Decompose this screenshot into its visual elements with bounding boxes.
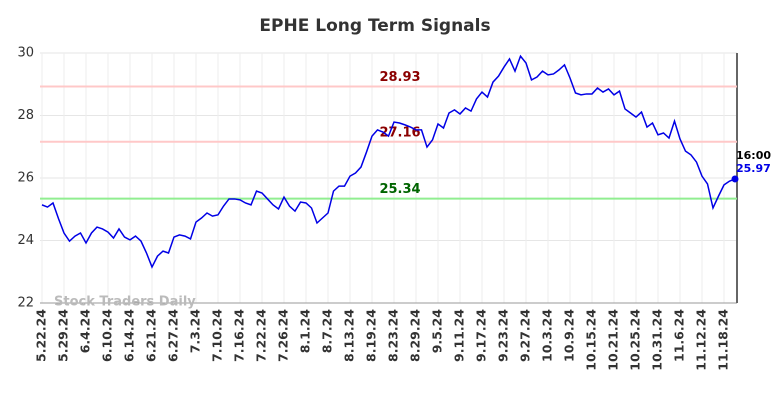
x-tick-label: 8.19.24 xyxy=(364,309,379,362)
x-tick-label: 10.31.24 xyxy=(650,309,665,371)
reference-label: 27.16 xyxy=(379,125,420,140)
time-label: 16:00 xyxy=(736,149,771,162)
last-point xyxy=(731,175,739,183)
y-tick-label: 28 xyxy=(17,108,34,123)
x-tick-label: 6.27.24 xyxy=(166,309,181,362)
x-tick-label: 8.29.24 xyxy=(408,309,423,362)
y-tick-label: 24 xyxy=(17,233,34,248)
x-tick-label: 6.21.24 xyxy=(144,309,159,362)
x-tick-label: 10.15.24 xyxy=(584,309,599,371)
last-value-label: 25.97 xyxy=(736,162,771,175)
x-tick-label: 7.10.24 xyxy=(210,309,225,362)
y-tick-label: 22 xyxy=(17,296,34,311)
x-tick-label: 6.10.24 xyxy=(100,309,115,362)
x-tick-label: 9.11.24 xyxy=(452,309,467,362)
x-tick-label: 5.22.24 xyxy=(34,309,49,362)
x-tick-label: 7.3.24 xyxy=(188,309,203,354)
x-tick-label: 6.4.24 xyxy=(78,309,93,354)
x-tick-label: 9.27.24 xyxy=(518,309,533,362)
x-tick-label: 6.14.24 xyxy=(122,309,137,362)
watermark: Stock Traders Daily xyxy=(54,295,196,310)
y-tick-label: 26 xyxy=(17,171,34,186)
x-tick-label: 10.25.24 xyxy=(628,309,643,371)
x-tick-label: 8.1.24 xyxy=(298,309,313,354)
x-tick-label: 7.26.24 xyxy=(276,309,291,362)
x-tick-label: 9.17.24 xyxy=(474,309,489,362)
x-tick-label: 8.23.24 xyxy=(386,309,401,362)
x-tick-label: 11.18.24 xyxy=(716,309,731,371)
reference-label: 25.34 xyxy=(379,182,420,197)
x-tick-label: 11.6.24 xyxy=(672,309,687,362)
reference-label: 28.93 xyxy=(379,70,420,85)
price-line xyxy=(41,54,736,269)
x-tick-label: 11.12.24 xyxy=(694,309,709,371)
x-tick-label: 5.29.24 xyxy=(56,309,71,362)
x-tick-label: 9.23.24 xyxy=(496,309,511,362)
y-tick-label: 30 xyxy=(17,46,34,61)
x-tick-label: 8.7.24 xyxy=(320,309,335,354)
chart-title: EPHE Long Term Signals xyxy=(259,16,490,36)
x-tick-label: 10.9.24 xyxy=(562,309,577,362)
x-tick-label: 7.16.24 xyxy=(232,309,247,362)
x-tick-label: 9.5.24 xyxy=(430,309,445,354)
x-tick-label: 8.13.24 xyxy=(342,309,357,362)
x-tick-label: 10.3.24 xyxy=(540,309,555,362)
x-tick-label: 7.22.24 xyxy=(254,309,269,362)
x-tick-label: 10.21.24 xyxy=(606,309,621,371)
